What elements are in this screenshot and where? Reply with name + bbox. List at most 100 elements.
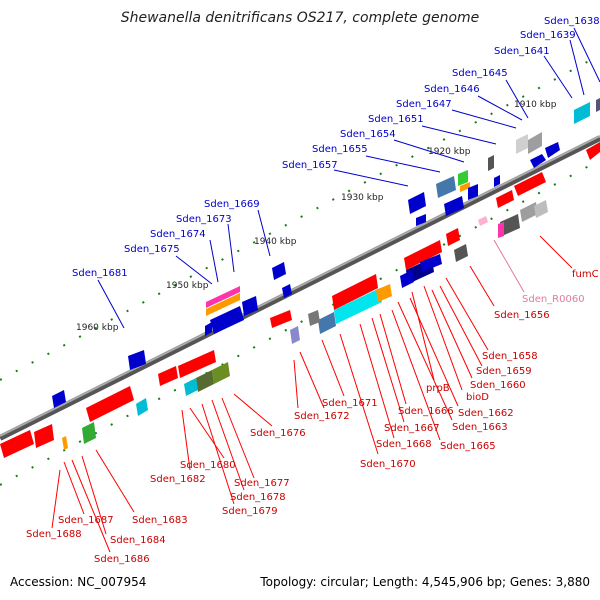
accession-text: Accession: NC_007954 bbox=[10, 575, 147, 589]
gene-block bbox=[458, 170, 468, 186]
gene-block bbox=[496, 190, 514, 208]
gene-label: Sden_1659 bbox=[476, 366, 532, 377]
gene-label: Sden_1688 bbox=[26, 529, 82, 540]
genes-reverse-strand[interactable] bbox=[0, 142, 600, 458]
gene-block bbox=[272, 262, 286, 280]
gene-label: Sden_1662 bbox=[458, 408, 514, 419]
gene-label: Sden_1680 bbox=[180, 460, 236, 471]
gene-block bbox=[376, 284, 392, 302]
genome-summary-text: Topology: circular; Length: 4,545,906 bp… bbox=[260, 575, 590, 589]
gene-block bbox=[516, 134, 528, 154]
gene-block bbox=[460, 182, 470, 192]
gene-block bbox=[332, 274, 378, 310]
gene-label: Sden_1673 bbox=[176, 214, 232, 225]
gene-label: Sden_1638 bbox=[544, 16, 600, 27]
gene-label: Sden_1670 bbox=[360, 459, 416, 470]
gene-label: bioD bbox=[466, 392, 489, 403]
gene-block bbox=[520, 202, 538, 222]
gene-label: Sden_1675 bbox=[124, 244, 180, 255]
gene-label: Sden_1660 bbox=[470, 380, 526, 391]
gene-labels-bottom[interactable]: fumC Sden_R0060 Sden_1656 Sden_1658 Sden… bbox=[26, 269, 599, 565]
kbp-1950: 1950 kbp bbox=[166, 281, 209, 291]
gene-block bbox=[210, 306, 244, 334]
gene-label: Sden_1687 bbox=[58, 515, 114, 526]
gene-block bbox=[586, 142, 600, 160]
gene-label: prpB bbox=[426, 383, 450, 394]
gene-label: Sden_1666 bbox=[398, 406, 454, 417]
gene-block bbox=[136, 398, 148, 416]
genome-title: Shewanella denitrificans OS217, complete… bbox=[120, 10, 480, 26]
gene-block bbox=[444, 196, 464, 216]
gene-label: Sden_1651 bbox=[368, 114, 424, 125]
gene-label: Sden_1667 bbox=[384, 423, 440, 434]
gene-label: Sden_1665 bbox=[440, 441, 496, 452]
gene-block bbox=[478, 216, 488, 226]
gene-label: Sden_1677 bbox=[234, 478, 290, 489]
gene-label: Sden_1679 bbox=[222, 506, 278, 517]
gene-block bbox=[436, 176, 456, 198]
gene-label: Sden_1672 bbox=[294, 411, 350, 422]
gene-block bbox=[404, 240, 442, 270]
gene-label: Sden_1655 bbox=[312, 144, 368, 155]
gene-block bbox=[205, 322, 212, 336]
gene-label: Sden_1658 bbox=[482, 351, 538, 362]
gene-label: Sden_1656 bbox=[494, 310, 550, 321]
gene-block bbox=[488, 155, 494, 171]
gene-block bbox=[530, 154, 546, 168]
gene-block bbox=[500, 214, 520, 236]
gene-block bbox=[82, 422, 96, 444]
gene-block bbox=[498, 222, 504, 238]
gene-block bbox=[212, 362, 230, 384]
gene-label: Sden_1682 bbox=[150, 474, 206, 485]
gene-block bbox=[318, 312, 336, 334]
gene-block bbox=[206, 293, 240, 316]
gene-label: Sden_1669 bbox=[204, 199, 260, 210]
gene-block bbox=[334, 288, 382, 324]
gene-block bbox=[408, 192, 426, 214]
gene-block bbox=[534, 200, 548, 218]
genes-forward-strand[interactable] bbox=[52, 98, 600, 408]
gene-labels-top[interactable]: Sden_1638 Sden_1639 Sden_1641 Sden_1645 … bbox=[72, 16, 600, 279]
gene-block bbox=[290, 326, 300, 344]
kbp-1920: 1920 kbp bbox=[428, 147, 471, 157]
gene-block bbox=[178, 350, 216, 378]
gene-block bbox=[282, 284, 292, 298]
gene-block bbox=[514, 172, 546, 196]
gene-label: Sden_R0060 bbox=[522, 294, 585, 305]
kbp-1930: 1930 kbp bbox=[341, 193, 384, 203]
gene-block bbox=[528, 132, 542, 154]
gene-block bbox=[128, 350, 146, 370]
kbp-1940: 1940 kbp bbox=[254, 237, 297, 247]
gene-label: Sden_1663 bbox=[452, 422, 508, 433]
gene-label: Sden_1639 bbox=[520, 30, 576, 41]
gene-block bbox=[196, 370, 214, 392]
gene-block bbox=[0, 430, 34, 458]
gene-label: Sden_1671 bbox=[322, 398, 378, 409]
gene-block bbox=[308, 310, 320, 326]
gene-label: Sden_1668 bbox=[376, 439, 432, 450]
gene-label: Sden_1657 bbox=[282, 160, 338, 171]
gene-label: Sden_1645 bbox=[452, 68, 508, 79]
gene-block bbox=[494, 175, 500, 187]
gene-block bbox=[420, 254, 442, 272]
gene-label: Sden_1654 bbox=[340, 129, 396, 140]
gene-label: Sden_1647 bbox=[396, 99, 452, 110]
gene-block bbox=[596, 98, 600, 112]
kbp-labels: 1910 kbp 1920 kbp 1930 kbp 1940 kbp 1950… bbox=[76, 100, 557, 333]
kbp-1960: 1960 kbp bbox=[76, 323, 119, 333]
kbp-1910: 1910 kbp bbox=[514, 100, 557, 110]
gene-block bbox=[454, 244, 468, 262]
gene-label: Sden_1683 bbox=[132, 515, 188, 526]
gene-block bbox=[400, 270, 414, 288]
gene-label: fumC bbox=[572, 269, 599, 280]
connectors-bottom bbox=[51, 235, 573, 553]
gene-block bbox=[270, 310, 292, 328]
gene-block bbox=[52, 390, 66, 408]
gene-label: Sden_1646 bbox=[424, 84, 480, 95]
gene-block bbox=[62, 436, 68, 450]
gene-block bbox=[574, 102, 590, 124]
gene-label: Sden_1681 bbox=[72, 268, 128, 279]
gene-block bbox=[86, 386, 134, 422]
gene-block bbox=[158, 366, 178, 386]
gene-label: Sden_1678 bbox=[230, 492, 286, 503]
